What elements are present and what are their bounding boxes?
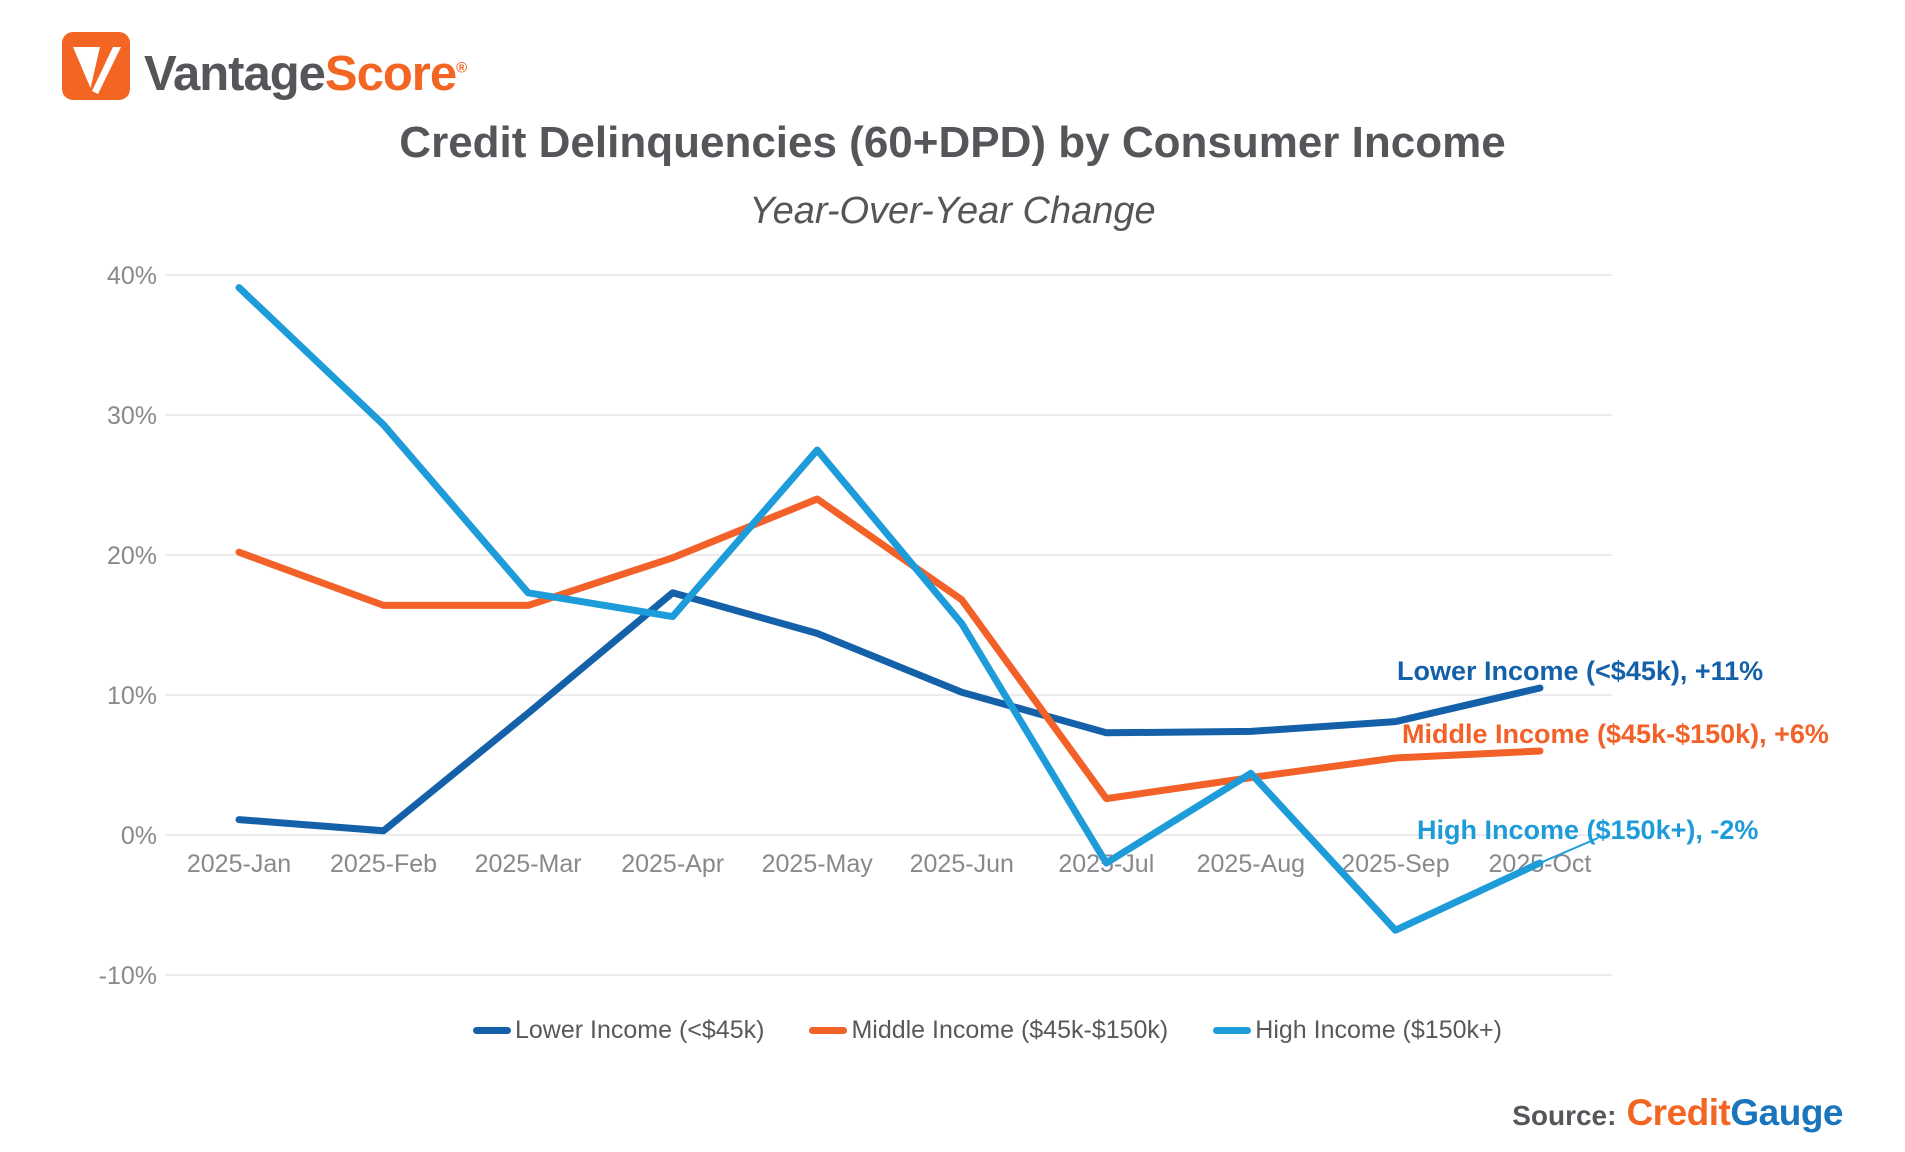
x-axis-tick-label: 2025-Aug [1197, 850, 1305, 878]
logo-text-vantage: Vantage [144, 47, 326, 101]
y-axis-tick-label: 0% [121, 822, 157, 850]
y-axis-tick-label: -10% [99, 962, 157, 990]
x-axis-tick-label: 2025-Feb [330, 850, 437, 878]
legend-label-high-income: High Income ($150k+) [1255, 1016, 1502, 1044]
series-line-high-income [235, 284, 1544, 934]
series-line-lower-income [235, 589, 1544, 835]
y-axis-tick-label: 20% [107, 542, 157, 570]
x-axis-tick-label: 2025-Sep [1341, 850, 1449, 878]
high-income-leader-line [1539, 837, 1599, 864]
legend-item-high-income: High Income ($150k+) [1213, 1016, 1502, 1045]
source-label: Source: [1512, 1100, 1617, 1131]
x-axis-tick-label: 2025-Apr [621, 850, 724, 878]
y-axis-tick-label: 30% [107, 402, 157, 430]
legend-item-lower-income: Lower Income (<$45k) [473, 1016, 764, 1045]
legend-label-middle-income: Middle Income ($45k-$150k) [851, 1016, 1169, 1044]
vantagescore-logo: VantageScore® [62, 32, 467, 102]
x-axis-tick-label: 2025-Jun [910, 850, 1014, 878]
vantagescore-logo-text: VantageScore® [144, 32, 467, 102]
annotation-high-income: High Income ($150k+), -2% [1417, 815, 1759, 845]
y-axis-tick-label: 10% [107, 682, 157, 710]
annotation-lower-income: Lower Income (<$45k), +11% [1397, 656, 1764, 686]
legend-label-lower-income: Lower Income (<$45k) [515, 1016, 765, 1044]
chart-legend: Lower Income (<$45k) Middle Income ($45k… [473, 1016, 1502, 1045]
source-attribution: Source: CreditGauge [1512, 1092, 1843, 1134]
series-line-middle-income [235, 495, 1544, 803]
annotation-middle-income: Middle Income ($45k-$150k), +6% [1402, 719, 1829, 749]
x-axis-tick-label: 2025-Mar [475, 850, 582, 878]
chart-subtitle: Year-Over-Year Change [749, 190, 1156, 232]
x-axis-tick-label: 2025-May [762, 850, 874, 878]
registered-trademark-symbol: ® [456, 59, 467, 77]
y-axis-tick-label: 40% [107, 262, 157, 290]
creditgauge-logo: CreditGauge [1626, 1092, 1843, 1134]
creditgauge-gauge: Gauge [1730, 1092, 1843, 1133]
legend-item-middle-income: Middle Income ($45k-$150k) [809, 1016, 1168, 1045]
legend-swatch-lower-income [473, 1027, 511, 1034]
vantagescore-logo-icon [62, 32, 130, 100]
chart-title: Credit Delinquencies (60+DPD) by Consume… [399, 118, 1506, 167]
x-axis-tick-label: 2025-Jan [187, 850, 291, 878]
legend-swatch-high-income [1213, 1027, 1252, 1034]
creditgauge-credit: Credit [1626, 1092, 1731, 1133]
legend-swatch-middle-income [809, 1027, 848, 1034]
logo-text-score: Score [324, 47, 457, 101]
